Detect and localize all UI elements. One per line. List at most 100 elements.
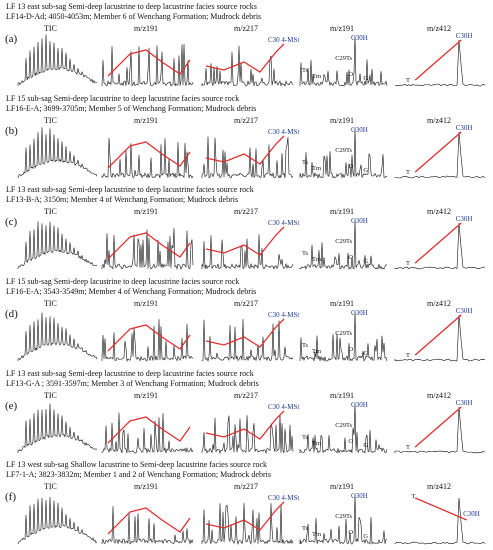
mz412-caption: m/z412 bbox=[427, 116, 451, 125]
peak-label-g: G bbox=[363, 258, 368, 265]
mz191b-caption: m/z191 bbox=[330, 482, 354, 491]
mz412-caption: m/z412 bbox=[427, 24, 451, 33]
peak-label-t: T bbox=[406, 352, 410, 359]
panel-subtitle: LF14-D-Ad; 4050-4053m; Member 6 of Wench… bbox=[6, 12, 262, 21]
peak-label-c29ts: C29Ts bbox=[335, 422, 352, 429]
panel-letter: (f) bbox=[5, 491, 16, 503]
chromatogram-m191 bbox=[101, 43, 194, 87]
tic-caption: TIC bbox=[44, 24, 57, 33]
peak-label-t: T bbox=[406, 77, 410, 84]
panel-title: LF 13 east sub-sag Semi-deep lacustrine … bbox=[6, 2, 257, 11]
peak-label-t: T bbox=[412, 493, 416, 500]
chromatogram-tic bbox=[17, 34, 98, 86]
peak-label-c30-4mst: C30 4-MSt bbox=[268, 219, 299, 227]
peak-label-ts: Ts bbox=[302, 434, 309, 441]
mz217-caption: m/z217 bbox=[234, 207, 258, 216]
peak-label-c29ts: C29Ts bbox=[335, 238, 352, 245]
mz412-caption: m/z412 bbox=[427, 391, 451, 400]
panel-letter: (e) bbox=[5, 400, 18, 412]
mz217-caption: m/z217 bbox=[234, 299, 258, 308]
peak-label-c30h: C30H bbox=[456, 124, 473, 132]
peak-label-c30-4mst: C30 4-MSt bbox=[268, 494, 299, 502]
peak-label-tm: Tm bbox=[312, 531, 321, 538]
tic-caption: TIC bbox=[44, 482, 57, 491]
chromatogram-m412: T C30H bbox=[394, 307, 486, 362]
chromatogram-tic bbox=[17, 403, 98, 453]
peak-label-o: O bbox=[348, 71, 353, 78]
peak-label-tm: Tm bbox=[312, 348, 321, 355]
chromatogram-m191 bbox=[101, 506, 194, 545]
panel-letter: (c) bbox=[5, 216, 18, 228]
panel-subtitle: LF13-B-A; 3150m; Member 4 of Wenchang Fo… bbox=[6, 195, 239, 204]
chromatogram-m412: T C30H bbox=[394, 32, 486, 87]
peak-label-tm: Tm bbox=[312, 73, 321, 80]
peak-label-tm: Tm bbox=[312, 256, 321, 263]
peak-label-ts: Ts bbox=[302, 525, 309, 532]
mz217-caption: m/z217 bbox=[234, 482, 258, 491]
mz412-caption: m/z412 bbox=[427, 207, 451, 216]
panel-title: LF 13 west sub-sag Shallow lacustrine to… bbox=[6, 460, 268, 469]
mz191-caption: m/z191 bbox=[134, 391, 158, 400]
panel-letter: (b) bbox=[5, 125, 18, 137]
chromatogram-m217: C30 4-MSt bbox=[201, 36, 299, 87]
peak-label-c29ts: C29Ts bbox=[335, 147, 352, 154]
peak-label-c30h: C30H bbox=[351, 217, 368, 225]
mz191b-caption: m/z191 bbox=[330, 391, 354, 400]
mz191-caption: m/z191 bbox=[134, 207, 158, 216]
peak-label-c30h: C30H bbox=[456, 399, 473, 407]
peak-label-g: G bbox=[363, 167, 368, 174]
mz191b-caption: m/z191 bbox=[330, 207, 354, 216]
mz412-caption: m/z412 bbox=[427, 299, 451, 308]
peak-label-t: T bbox=[406, 260, 410, 267]
chromatogram-m217: C30 4-MSt bbox=[201, 494, 299, 545]
panel-subtitle: LF16-E-A; 3699-3705m; Member 5 of Wencha… bbox=[6, 104, 257, 113]
mz191-caption: m/z191 bbox=[134, 482, 158, 491]
chromatogram-m191 bbox=[101, 228, 194, 270]
peak-label-c30-4mst: C30 4-MSt bbox=[268, 403, 299, 411]
peak-label-c30h: C30H bbox=[351, 34, 368, 42]
chromatogram-m217: C30 4-MSt bbox=[201, 128, 299, 179]
peak-label-c30h: C30H bbox=[351, 309, 368, 317]
panel-title: LF 13 east sub-sag Semi-deep lacustrine … bbox=[6, 185, 254, 194]
mz217-caption: m/z217 bbox=[234, 391, 258, 400]
tic-caption: TIC bbox=[44, 207, 57, 216]
peak-label-g: G bbox=[363, 75, 368, 82]
chromatogram-m412: T C30H bbox=[394, 215, 486, 270]
peak-label-t: T bbox=[406, 444, 410, 451]
peak-label-c30h: C30H bbox=[456, 32, 473, 40]
panel-title: LF 15 sub-sag Semi-deep lacustrine to de… bbox=[6, 277, 240, 286]
peak-label-ts: Ts bbox=[302, 342, 309, 349]
mz191b-caption: m/z191 bbox=[330, 299, 354, 308]
panel-letter: (d) bbox=[5, 308, 18, 320]
peak-label-c29ts: C29Ts bbox=[335, 513, 352, 520]
chromatogram-m217: C30 4-MSt bbox=[201, 219, 299, 270]
mz217-caption: m/z217 bbox=[234, 24, 258, 33]
peak-label-o: O bbox=[348, 529, 353, 536]
mz191b-caption: m/z191 bbox=[330, 24, 354, 33]
chromatogram-m412: T C30H bbox=[394, 124, 486, 179]
mz191b-caption: m/z191 bbox=[330, 116, 354, 125]
peak-label-c30-4mst: C30 4-MSt bbox=[268, 311, 299, 319]
peak-label-o: O bbox=[348, 163, 353, 170]
peak-label-t: T bbox=[406, 169, 410, 176]
chromatogram-tic bbox=[17, 496, 98, 544]
peak-label-tm: Tm bbox=[312, 165, 321, 172]
peak-label-ts: Ts bbox=[302, 159, 309, 166]
chromatogram-m412: T C30H bbox=[394, 493, 486, 545]
peak-label-ts: Ts bbox=[302, 250, 309, 257]
chromatogram-tic bbox=[17, 221, 98, 269]
mz191-caption: m/z191 bbox=[134, 116, 158, 125]
mz412-caption: m/z412 bbox=[427, 482, 451, 491]
panel-title: LF 15 sub-sag Semi-deep lacustrine to de… bbox=[6, 94, 240, 103]
peak-label-c30-4mst: C30 4-MSt bbox=[268, 36, 299, 44]
peak-label-c30h: C30H bbox=[351, 492, 368, 500]
mz191-caption: m/z191 bbox=[134, 299, 158, 308]
mz191-caption: m/z191 bbox=[134, 24, 158, 33]
chromatogram-tic bbox=[17, 127, 98, 178]
peak-label-g: G bbox=[363, 350, 368, 357]
peak-label-c30h: C30H bbox=[351, 126, 368, 134]
